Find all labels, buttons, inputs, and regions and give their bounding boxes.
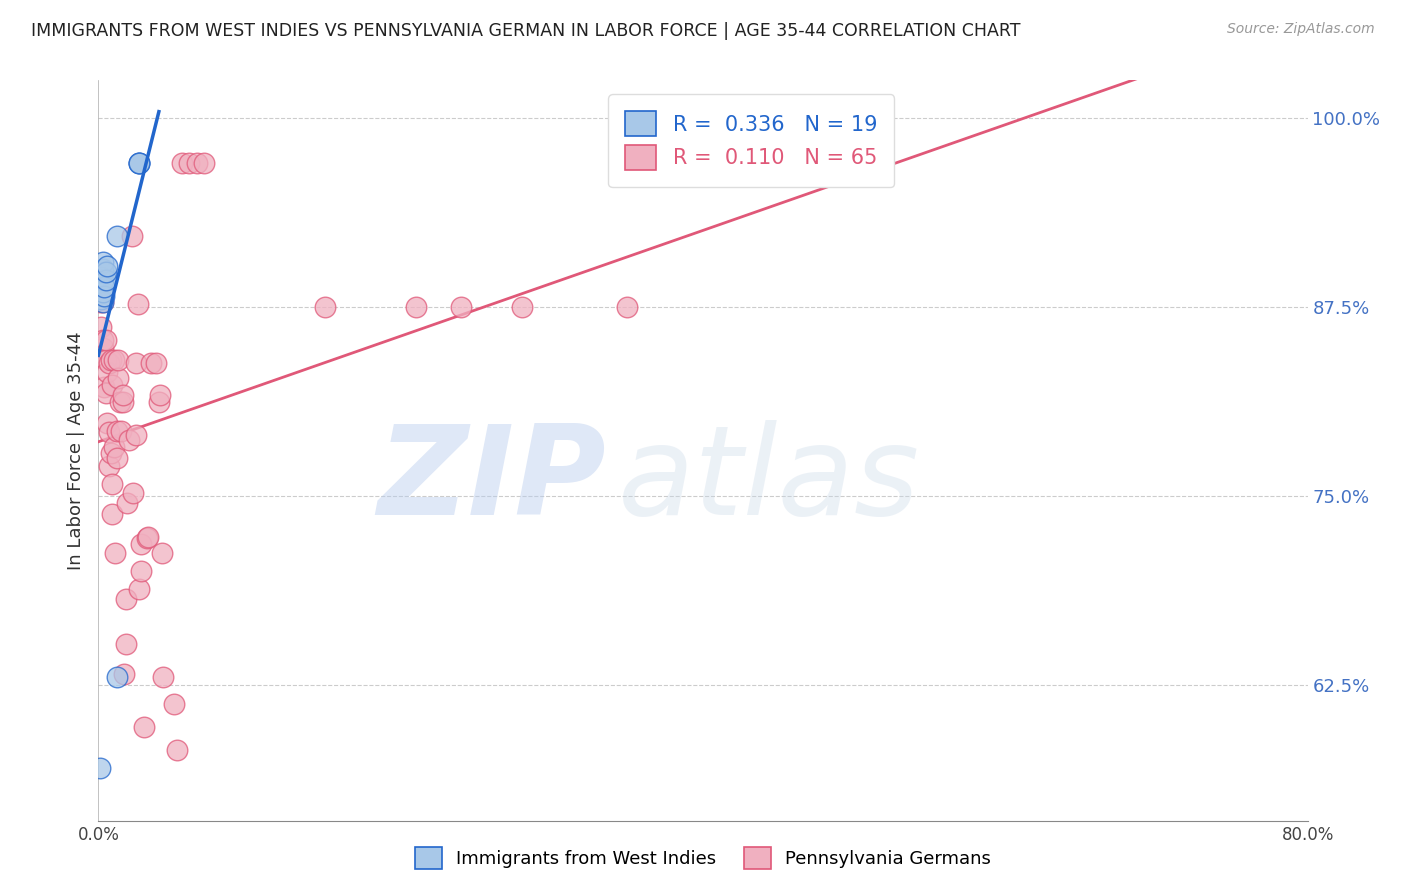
- Point: [105, 450, 128, 465]
- Point: [128, 156, 150, 170]
- Point: [103, 352, 125, 367]
- Point: [100, 352, 122, 367]
- Point: [89, 761, 111, 775]
- Point: [149, 387, 172, 401]
- Point: [91, 341, 114, 355]
- Point: [111, 395, 134, 409]
- Point: [91, 295, 114, 310]
- Point: [96, 365, 118, 379]
- Point: [103, 441, 125, 455]
- Point: [135, 531, 157, 545]
- Point: [450, 300, 472, 314]
- Point: [105, 228, 128, 243]
- Point: [105, 424, 128, 438]
- Point: [100, 446, 122, 460]
- Point: [91, 333, 114, 347]
- Point: [104, 546, 127, 560]
- Legend: R =  0.336   N = 19, R =  0.110   N = 65: R = 0.336 N = 19, R = 0.110 N = 65: [609, 95, 894, 187]
- Point: [94, 386, 117, 401]
- Point: [141, 356, 163, 370]
- Point: [128, 582, 150, 597]
- Point: [90, 293, 112, 307]
- Point: [125, 356, 148, 370]
- Point: [118, 433, 141, 447]
- Point: [96, 259, 118, 273]
- Legend: Immigrants from West Indies, Pennsylvania Germans: Immigrants from West Indies, Pennsylvani…: [406, 838, 1000, 879]
- Point: [107, 352, 129, 367]
- Point: [91, 285, 114, 299]
- Point: [129, 565, 152, 579]
- Point: [94, 265, 117, 279]
- Point: [98, 458, 121, 473]
- Point: [94, 333, 117, 347]
- Point: [101, 507, 124, 521]
- Point: [93, 280, 115, 294]
- Point: [314, 300, 336, 314]
- Point: [115, 496, 138, 510]
- Point: [844, 156, 866, 170]
- Point: [90, 269, 112, 284]
- Point: [94, 273, 117, 287]
- Point: [163, 698, 186, 712]
- Point: [170, 156, 193, 170]
- Point: [105, 670, 128, 684]
- Point: [128, 156, 150, 170]
- Point: [844, 156, 866, 170]
- Point: [91, 254, 114, 268]
- Point: [110, 424, 132, 438]
- Point: [148, 395, 170, 409]
- Point: [150, 546, 173, 560]
- Point: [186, 156, 208, 170]
- Point: [90, 319, 112, 334]
- Point: [128, 156, 150, 170]
- Point: [93, 380, 115, 394]
- Point: [129, 537, 152, 551]
- Point: [132, 720, 155, 734]
- Point: [91, 295, 114, 310]
- Point: [127, 297, 149, 311]
- Point: [91, 273, 114, 287]
- Point: [166, 742, 188, 756]
- Point: [98, 425, 121, 440]
- Point: [179, 156, 201, 170]
- Point: [96, 417, 118, 431]
- Point: [93, 289, 115, 303]
- Point: [107, 371, 129, 385]
- Point: [98, 356, 121, 370]
- Point: [91, 262, 114, 277]
- Point: [101, 476, 124, 491]
- Point: [136, 530, 159, 544]
- Text: atlas: atlas: [619, 419, 921, 541]
- Point: [101, 378, 124, 392]
- Text: ZIP: ZIP: [378, 419, 606, 541]
- Point: [122, 485, 145, 500]
- Point: [616, 300, 638, 314]
- Point: [94, 352, 117, 367]
- Point: [121, 228, 143, 243]
- Point: [193, 156, 215, 170]
- Point: [108, 395, 131, 409]
- Point: [405, 300, 427, 314]
- Point: [145, 356, 167, 370]
- Y-axis label: In Labor Force | Age 35-44: In Labor Force | Age 35-44: [66, 331, 84, 570]
- Point: [114, 637, 136, 651]
- Point: [112, 667, 135, 681]
- Text: IMMIGRANTS FROM WEST INDIES VS PENNSYLVANIA GERMAN IN LABOR FORCE | AGE 35-44 CO: IMMIGRANTS FROM WEST INDIES VS PENNSYLVA…: [31, 22, 1021, 40]
- Text: Source: ZipAtlas.com: Source: ZipAtlas.com: [1227, 22, 1375, 37]
- Point: [152, 670, 174, 684]
- Point: [91, 265, 114, 279]
- Point: [111, 387, 134, 401]
- Point: [510, 300, 533, 314]
- Point: [114, 591, 136, 606]
- Point: [125, 428, 148, 442]
- Point: [89, 295, 111, 310]
